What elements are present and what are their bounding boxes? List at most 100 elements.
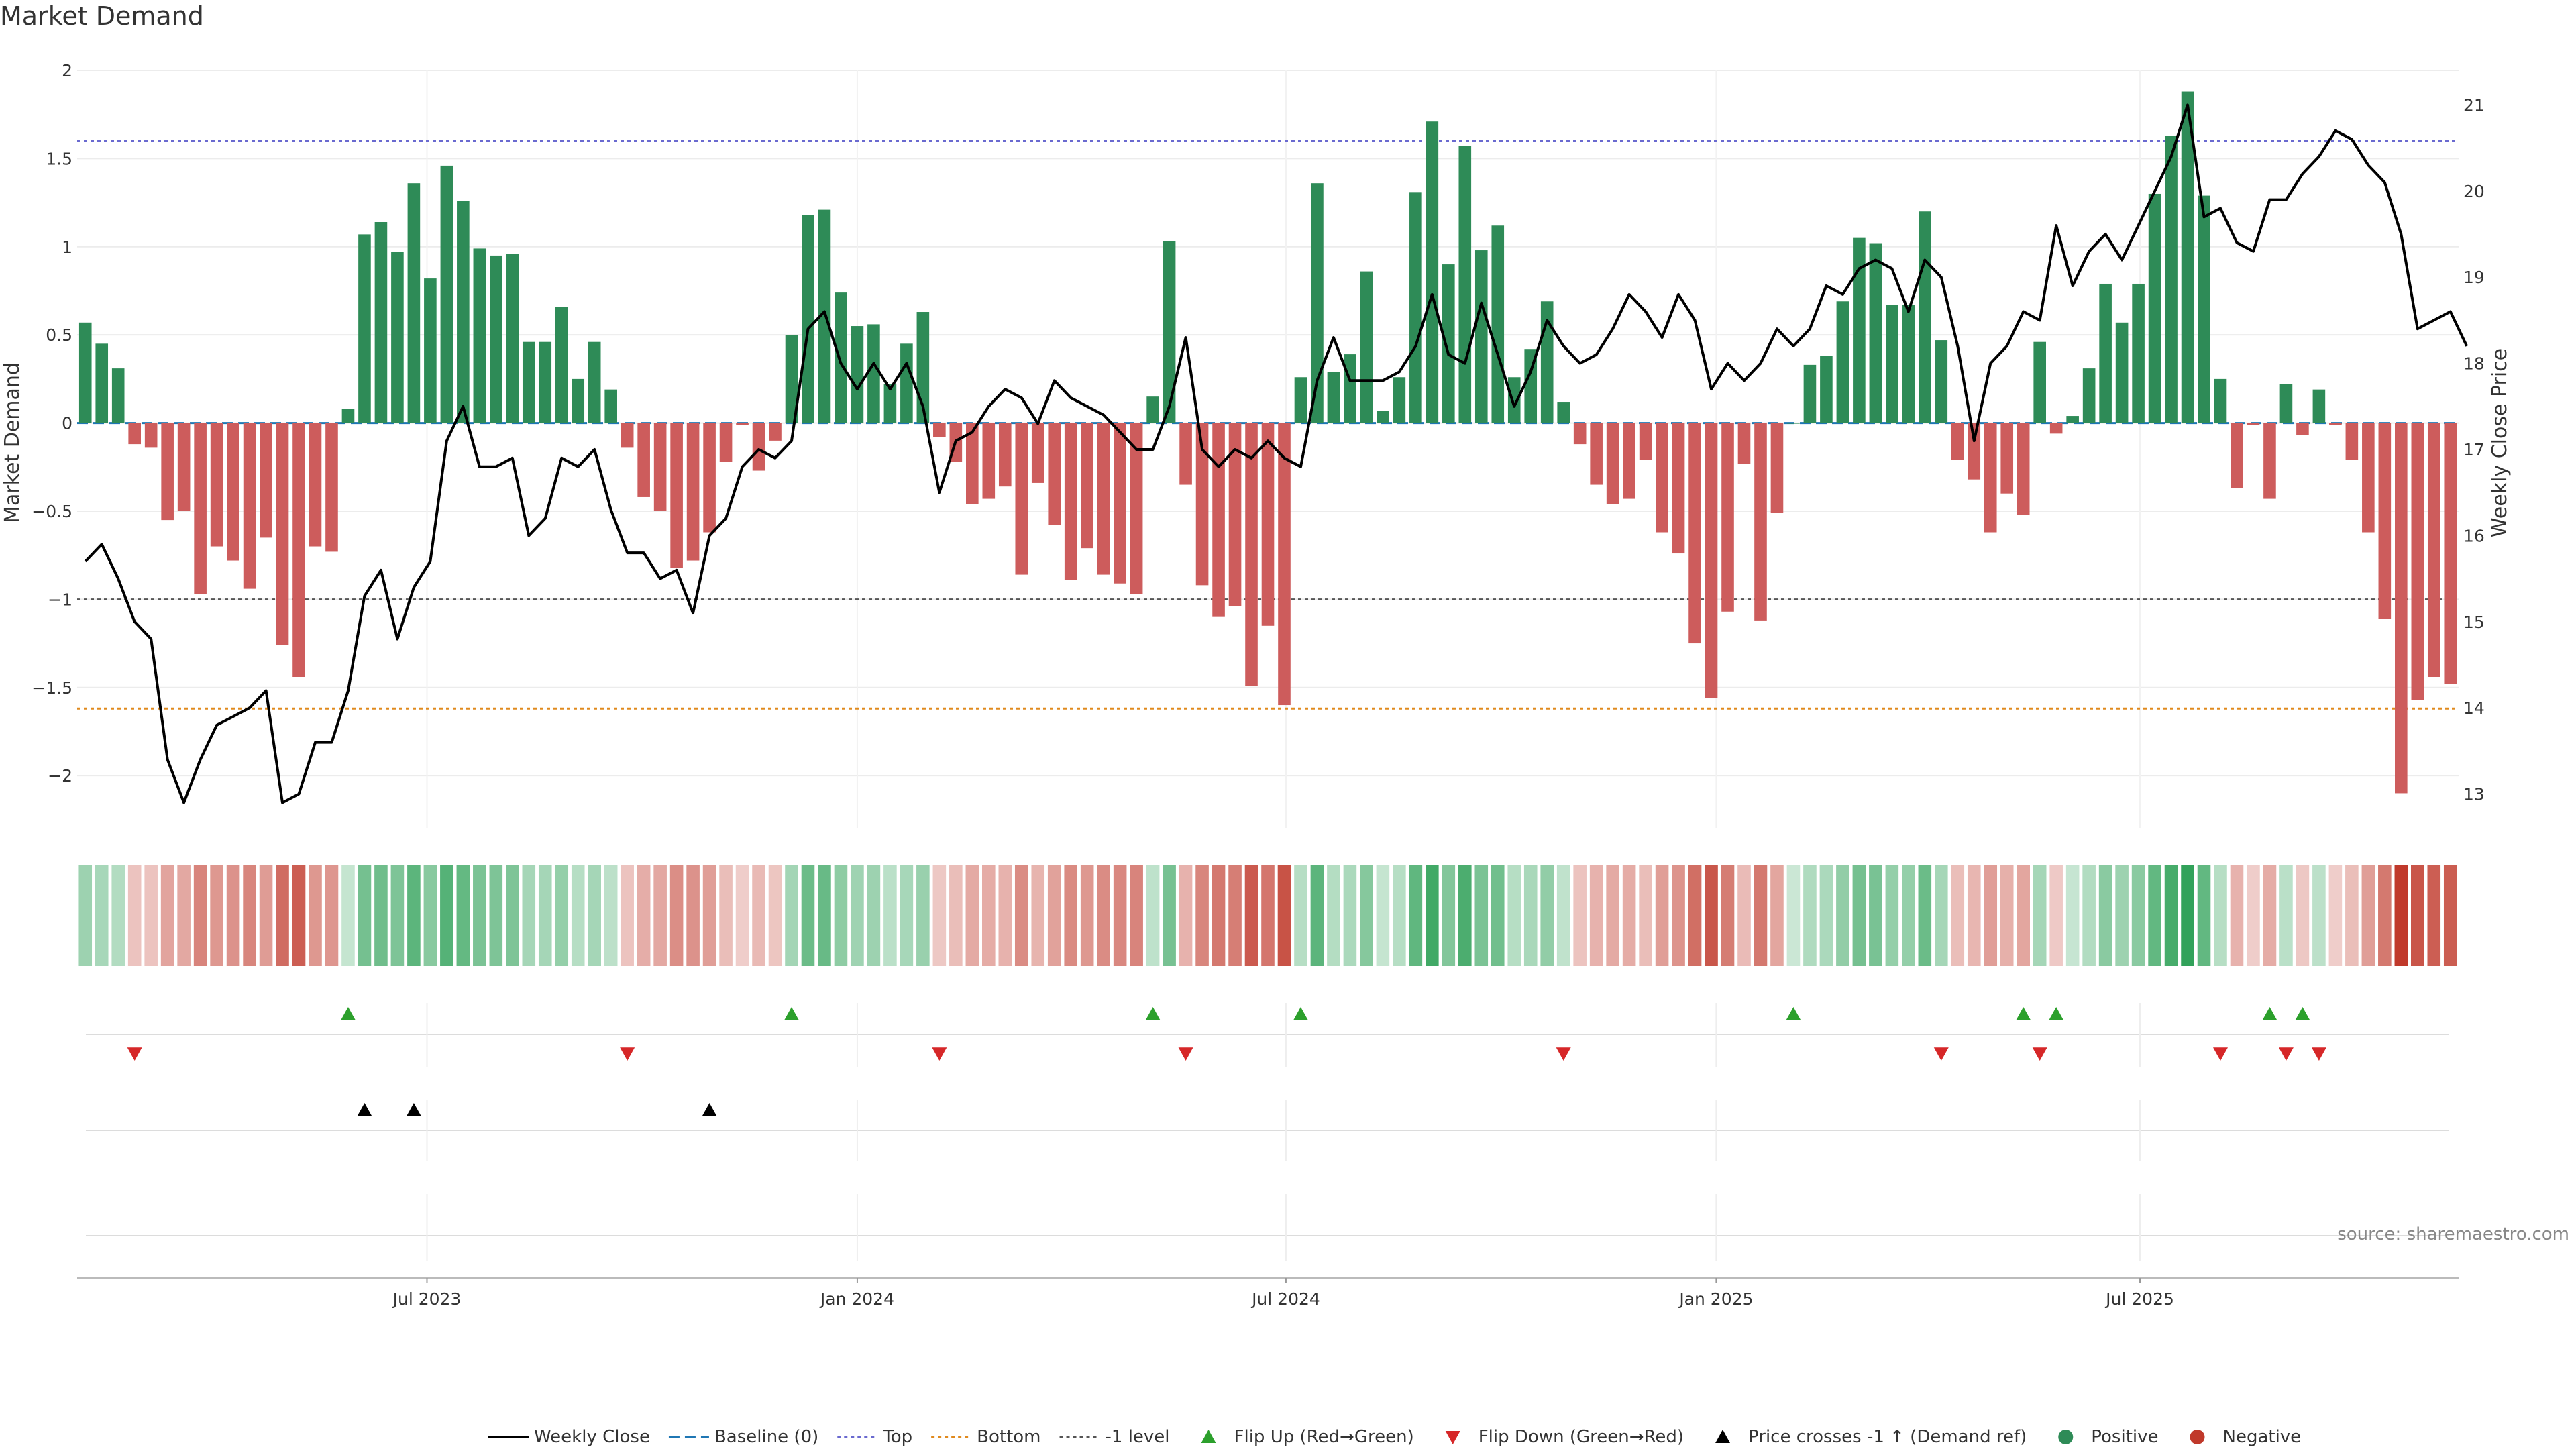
demand-bar bbox=[227, 423, 239, 561]
demand-bar bbox=[883, 384, 897, 423]
heat-cell bbox=[193, 865, 207, 966]
heat-cell bbox=[1540, 865, 1554, 966]
heat-cell bbox=[210, 865, 223, 966]
demand-bar bbox=[1721, 423, 1734, 612]
legend-swatch bbox=[2058, 1430, 2074, 1444]
heat-cell bbox=[2181, 865, 2194, 966]
right-tick-label: 13 bbox=[2463, 785, 2485, 804]
demand-bar bbox=[341, 409, 355, 423]
x-tick-label: Jul 2023 bbox=[392, 1289, 462, 1309]
demand-bar bbox=[1672, 423, 1685, 554]
demand-bar bbox=[2378, 423, 2392, 619]
legend-swatch bbox=[1715, 1430, 1731, 1443]
demand-bar bbox=[1919, 211, 1931, 423]
heat-cell bbox=[1310, 865, 1324, 966]
demand-bar bbox=[2362, 423, 2375, 533]
heat-cell bbox=[916, 865, 930, 966]
heat-cell bbox=[2296, 865, 2310, 966]
heat-cell bbox=[1080, 865, 1094, 966]
flip-down-marker bbox=[932, 1047, 947, 1061]
heat-cell bbox=[2049, 865, 2063, 966]
flip-down-marker bbox=[2213, 1047, 2228, 1061]
demand-bar bbox=[2148, 193, 2161, 423]
heat-cell bbox=[1212, 865, 1226, 966]
heat-cell bbox=[801, 865, 815, 966]
legend-label: Top bbox=[882, 1427, 912, 1447]
heat-cell bbox=[1409, 865, 1423, 966]
demand-bars bbox=[78, 91, 2457, 794]
heat-cell bbox=[1244, 865, 1258, 966]
left-y-ticks: 2 1.5 1 0.5 0 −0.5 −1 −1.5 −2 bbox=[32, 61, 72, 786]
demand-bar bbox=[2165, 136, 2178, 423]
legend-label: Bottom bbox=[977, 1427, 1040, 1447]
heat-cell bbox=[637, 865, 651, 966]
legend-item: -1 level bbox=[1059, 1427, 1170, 1447]
heat-cell bbox=[1639, 865, 1652, 966]
heat-cell bbox=[1113, 865, 1127, 966]
heat-cell bbox=[2263, 865, 2277, 966]
heat-cell bbox=[1622, 865, 1636, 966]
demand-bar bbox=[2198, 195, 2210, 423]
heat-cell bbox=[1836, 865, 1849, 966]
demand-bar bbox=[736, 423, 749, 425]
demand-bar bbox=[2000, 423, 2014, 494]
heat-cell bbox=[982, 865, 996, 966]
legend-label: Baseline (0) bbox=[714, 1427, 818, 1447]
heat-cell bbox=[2345, 865, 2359, 966]
heat-cell bbox=[1426, 865, 1439, 966]
legend-label: Price crosses -1 ↑ (Demand ref) bbox=[1748, 1427, 2027, 1447]
demand-bar bbox=[1836, 301, 1849, 423]
demand-bar bbox=[111, 368, 125, 423]
heat-cell bbox=[1163, 865, 1176, 966]
heat-cell bbox=[1195, 865, 1209, 966]
x-tick-label: Jan 2024 bbox=[819, 1289, 894, 1309]
demand-bar bbox=[1311, 183, 1324, 423]
demand-bar bbox=[1573, 423, 1587, 445]
demand-bar bbox=[260, 423, 272, 538]
demand-bar bbox=[1015, 423, 1028, 575]
demand-bar bbox=[555, 307, 568, 423]
demand-bar bbox=[966, 423, 979, 504]
heat-cell bbox=[851, 865, 864, 966]
demand-bar bbox=[1935, 340, 1948, 423]
demand-bar bbox=[1409, 192, 1422, 423]
heat-cell bbox=[1458, 865, 1472, 966]
flip-up-marker bbox=[2295, 1007, 2310, 1020]
demand-bar bbox=[588, 341, 601, 423]
heat-cell bbox=[456, 865, 470, 966]
heat-cell bbox=[932, 865, 947, 966]
heat-cell bbox=[2411, 865, 2424, 966]
heat-cell bbox=[1047, 865, 1061, 966]
heat-cell bbox=[1984, 865, 1998, 966]
demand-bar bbox=[2181, 91, 2194, 423]
weekly-close-line bbox=[84, 103, 2469, 804]
heat-cell bbox=[325, 865, 339, 966]
demand-bar bbox=[144, 423, 158, 448]
flip-up-marker bbox=[340, 1007, 356, 1020]
heat-cell bbox=[2427, 865, 2441, 966]
left-tick-label: −2 bbox=[48, 766, 72, 786]
heat-cell bbox=[95, 865, 109, 966]
heat-cell bbox=[883, 865, 897, 966]
x-tick-label: Jul 2025 bbox=[2104, 1289, 2174, 1309]
legend-label: -1 level bbox=[1106, 1427, 1170, 1447]
demand-bar bbox=[1393, 377, 1406, 423]
demand-bar bbox=[1327, 372, 1340, 423]
heat-cell bbox=[1672, 865, 1685, 966]
demand-bar bbox=[604, 389, 617, 423]
demand-bar bbox=[900, 343, 913, 423]
demand-bar bbox=[621, 423, 634, 448]
left-tick-label: −1.5 bbox=[32, 678, 72, 698]
heat-cell bbox=[768, 865, 782, 966]
heat-cell bbox=[653, 865, 667, 966]
demand-bar bbox=[1474, 250, 1488, 423]
demand-bar bbox=[2312, 389, 2326, 423]
heat-cell bbox=[1885, 865, 1899, 966]
heat-cell bbox=[2443, 865, 2457, 966]
heat-cell bbox=[785, 865, 798, 966]
heat-cell bbox=[1556, 865, 1570, 966]
heat-cell bbox=[127, 865, 142, 966]
heat-cell bbox=[1737, 865, 1751, 966]
demand-bar bbox=[1163, 241, 1176, 423]
flip-up-marker bbox=[1786, 1007, 1801, 1020]
